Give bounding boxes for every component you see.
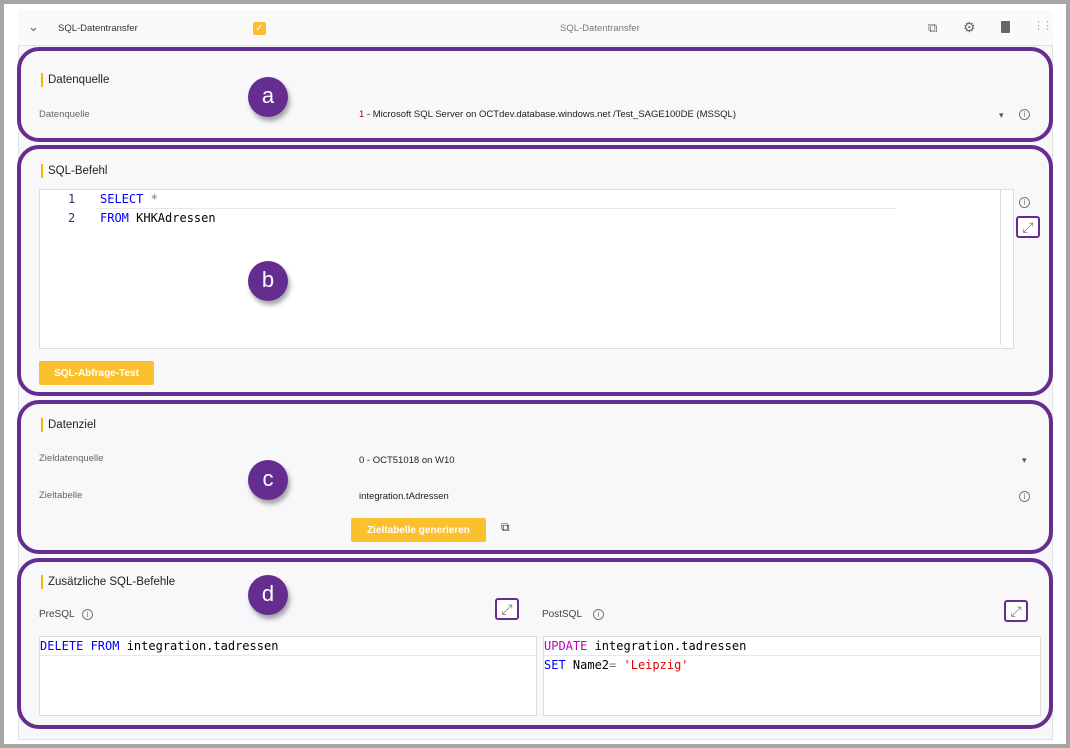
section-title: Zusätzliche SQL-Befehle	[41, 575, 175, 589]
enabled-checkbox[interactable]: ✓	[253, 22, 266, 35]
zieldatenquelle-select[interactable]: 0 - OCT51018 on W10	[359, 455, 455, 466]
expand-postsql-button[interactable]: ⤢	[1004, 600, 1028, 622]
section-datenziel: Datenziel Zieldatenquelle 0 - OCT51018 o…	[17, 400, 1053, 554]
chevron-down-icon[interactable]: ⌄	[28, 19, 39, 34]
postsql-editor[interactable]: UPDATE integration.tadressen SET Name2= …	[543, 636, 1041, 716]
zieldatenquelle-label: Zieldatenquelle	[39, 453, 104, 464]
line-number: 1	[68, 192, 76, 206]
current-line-highlight	[544, 637, 1040, 656]
trash-icon[interactable]	[1001, 21, 1010, 33]
code-line	[96, 190, 896, 209]
gear-icon[interactable]: ⚙	[963, 19, 976, 35]
dropdown-caret-icon[interactable]: ▾	[1022, 455, 1027, 465]
scrollbar[interactable]	[1000, 190, 1001, 345]
annotation-badge-c: c	[248, 460, 288, 500]
code-line: FROM KHKAdressen	[100, 211, 216, 225]
dropdown-caret-icon[interactable]: ▾	[999, 110, 1004, 120]
drag-handle-icon[interactable]: ⋮⋮	[1033, 20, 1053, 32]
info-icon[interactable]: i	[1019, 491, 1030, 502]
code-line: SELECT *	[100, 192, 158, 206]
generate-table-button[interactable]: Zieltabelle generieren	[351, 518, 486, 542]
task-header: ⌄ SQL-Datentransfer ✓ SQL-Datentransfer …	[18, 10, 1053, 46]
info-icon[interactable]: i	[82, 609, 93, 620]
info-icon[interactable]: i	[593, 609, 604, 620]
code-line: UPDATE integration.tadressen	[544, 639, 747, 653]
line-number: 2	[68, 211, 76, 225]
postsql-label: PostSQL	[542, 609, 583, 620]
current-line-highlight	[40, 637, 536, 656]
info-icon[interactable]: i	[1019, 109, 1030, 120]
task-center-title: SQL-Datentransfer	[560, 23, 640, 34]
annotation-badge-b: b	[248, 261, 288, 301]
copy-icon[interactable]: ⧉	[928, 20, 938, 35]
sql-test-button[interactable]: SQL-Abfrage-Test	[39, 361, 154, 385]
datenquelle-label: Datenquelle	[39, 109, 90, 120]
section-sql-befehl: SQL-Befehl 1 SELECT * 2 FROM KHKAdressen…	[17, 145, 1053, 396]
expand-presql-button[interactable]: ⤢	[495, 598, 519, 620]
presql-editor[interactable]: DELETE FROM integration.tadressen	[39, 636, 537, 716]
expand-editor-button[interactable]: ⤢	[1016, 216, 1040, 238]
sql-editor[interactable]: 1 SELECT * 2 FROM KHKAdressen	[39, 189, 1014, 349]
zieltabelle-input[interactable]: integration.tAdressen	[359, 491, 449, 502]
section-zusaetzliche-sql: Zusätzliche SQL-Befehle d PreSQL i ⤢ Pos…	[17, 558, 1053, 729]
copy-icon[interactable]: ⧉	[501, 520, 510, 534]
section-title: Datenziel	[41, 418, 96, 432]
task-title: SQL-Datentransfer	[58, 23, 138, 34]
info-icon[interactable]: i	[1019, 197, 1030, 208]
annotation-badge-d: d	[248, 575, 288, 615]
code-line: SET Name2= 'Leipzig'	[544, 658, 689, 672]
section-datenquelle: Datenquelle a Datenquelle 1 - Microsoft …	[17, 47, 1053, 142]
code-line: DELETE FROM integration.tadressen	[40, 639, 279, 653]
datenquelle-select[interactable]: 1 - Microsoft SQL Server on OCTdev.datab…	[359, 109, 737, 120]
annotation-badge-a: a	[248, 77, 288, 117]
section-title: SQL-Befehl	[41, 164, 107, 178]
zieltabelle-label: Zieltabelle	[39, 490, 83, 501]
presql-label: PreSQL	[39, 609, 75, 620]
section-title: Datenquelle	[41, 73, 109, 87]
